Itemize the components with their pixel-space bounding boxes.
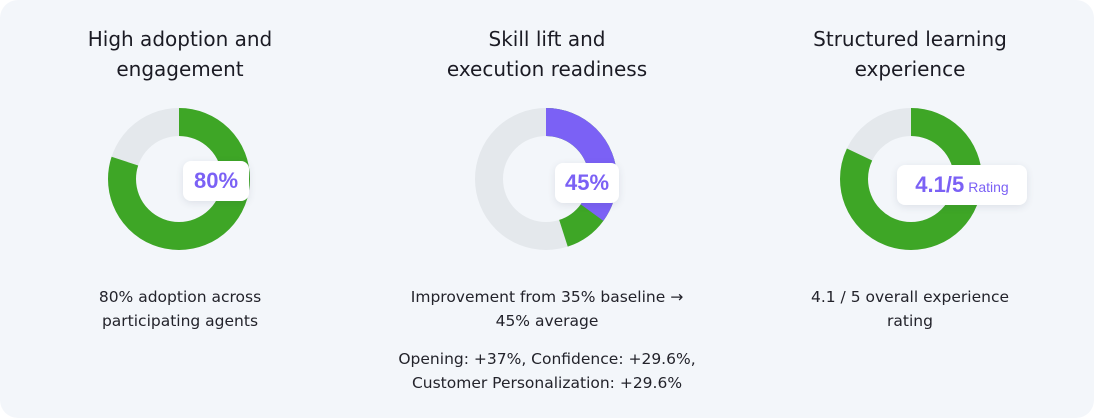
value-badge-text: 80% xyxy=(193,168,239,193)
metric-description: 4.1 / 5 overall experience rating xyxy=(810,288,1010,330)
metric-skill-lift: Skill lift and execution readiness 45% I… xyxy=(397,0,697,418)
value-badge: 80% xyxy=(183,161,249,201)
metric-experience: Structured learning experience 4.1/5 Rati… xyxy=(760,0,1060,418)
value-badge-text: 45% xyxy=(564,170,610,195)
metric-breakdown: Opening: +37%, Confidence: +29.6%, Custo… xyxy=(398,350,696,392)
metric-title: Skill lift and execution readiness xyxy=(446,27,648,81)
metric-description: 80% adoption across participating agents xyxy=(98,288,262,330)
value-badge-text: 4.1/5 xyxy=(915,172,965,197)
metric-description: Improvement from 35% baseline → 45% aver… xyxy=(410,288,684,330)
value-badge: 4.1/5 Rating xyxy=(897,165,1027,205)
metric-adoption: High adoption and engagement 80% 80% ado… xyxy=(30,0,330,418)
value-badge: 45% xyxy=(555,163,619,203)
metric-title: High adoption and engagement xyxy=(87,27,273,81)
metric-title: Structured learning experience xyxy=(813,27,1007,81)
value-badge-unit: Rating xyxy=(968,179,1009,195)
